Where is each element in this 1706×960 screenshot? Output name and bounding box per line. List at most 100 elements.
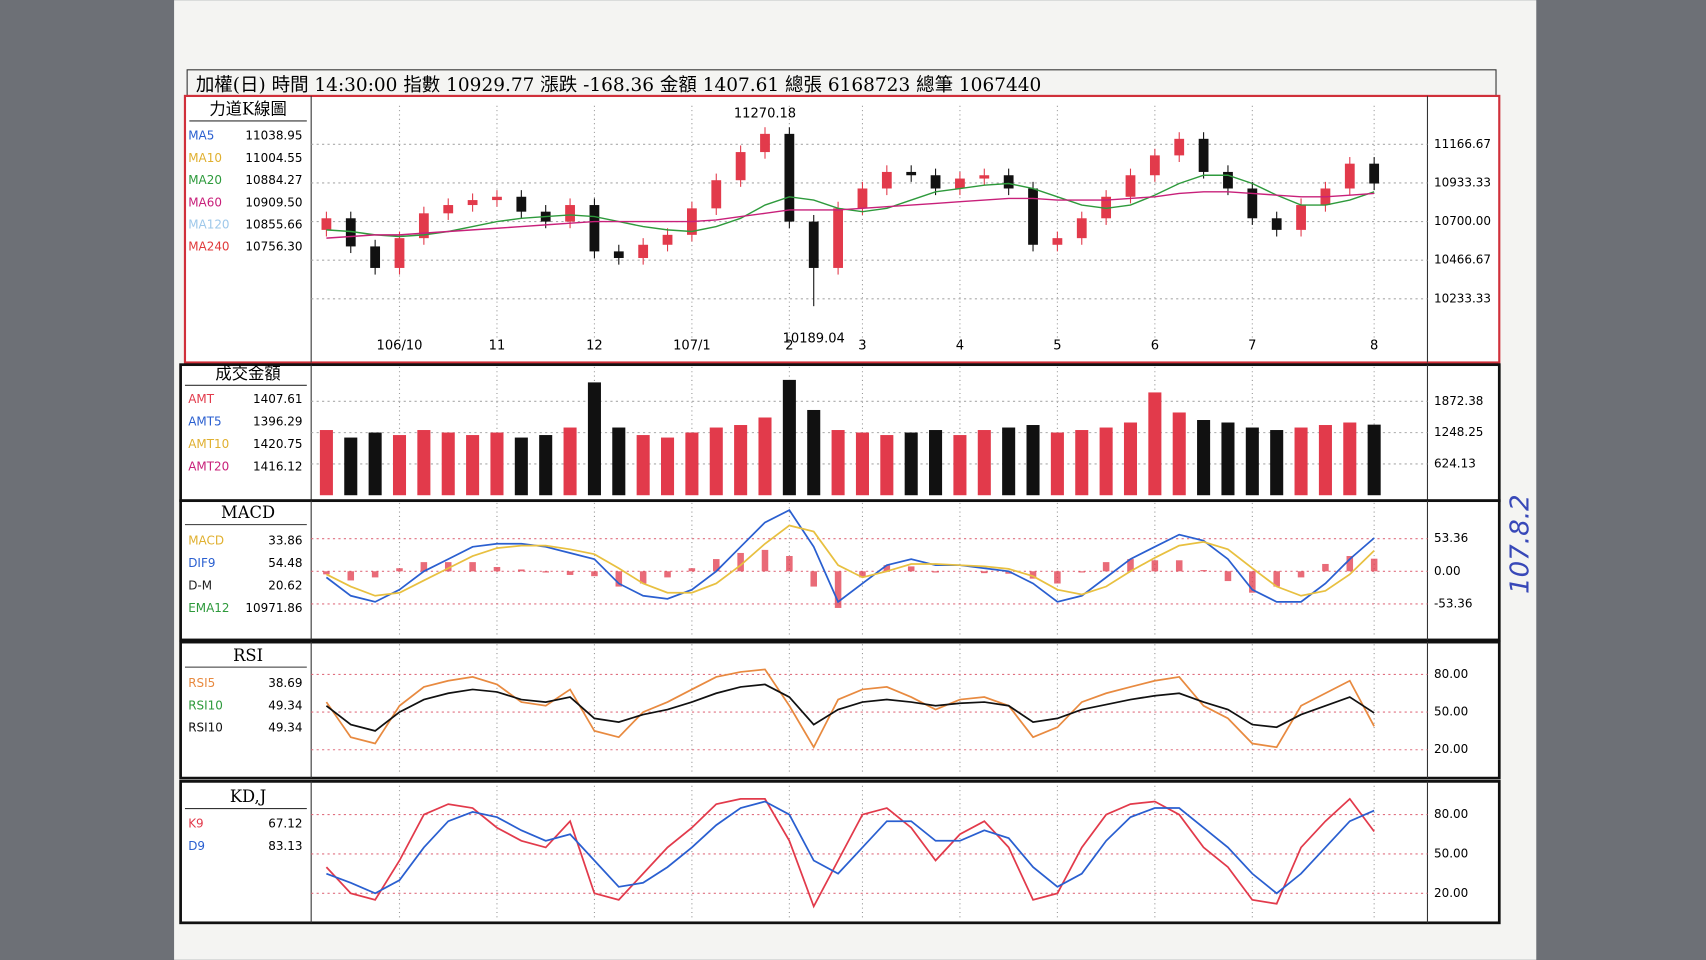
y-tick-label: 10233.33 bbox=[1434, 291, 1491, 305]
panel-frame bbox=[179, 499, 1501, 642]
indicator-line bbox=[325, 797, 1375, 909]
legend-name: D-M bbox=[188, 578, 212, 592]
candle-body bbox=[711, 180, 722, 209]
candle-body bbox=[370, 246, 381, 268]
osc-bar bbox=[1273, 571, 1280, 587]
candle-body bbox=[1247, 188, 1258, 219]
osc-bar bbox=[639, 571, 647, 584]
handwritten-note: 107.8.2 bbox=[1506, 494, 1536, 594]
legend-name: MA20 bbox=[188, 173, 222, 187]
legend-name: MA5 bbox=[188, 129, 214, 143]
y-tick-label: 50.00 bbox=[1434, 846, 1468, 860]
osc-bar bbox=[1224, 571, 1232, 582]
legend-name: MA10 bbox=[188, 151, 222, 165]
osc-bar bbox=[1322, 563, 1329, 572]
osc-bar bbox=[1297, 571, 1305, 578]
amount-bar bbox=[514, 437, 528, 496]
y-tick-label: 11166.67 bbox=[1434, 137, 1491, 151]
amount-bar bbox=[1075, 430, 1089, 496]
panel-title: 成交金額 bbox=[215, 364, 280, 383]
osc-bar bbox=[420, 562, 428, 572]
y-tick-label: 80.00 bbox=[1434, 667, 1468, 681]
legend-value: 20.62 bbox=[268, 578, 302, 592]
osc-bar bbox=[981, 571, 988, 574]
legend-name: AMT20 bbox=[188, 460, 229, 474]
legend-name: MA120 bbox=[188, 217, 229, 231]
legend-name: DIF9 bbox=[188, 556, 215, 570]
osc-bar bbox=[688, 568, 696, 572]
low-label: 10189.04 bbox=[783, 331, 845, 346]
osc-bar bbox=[518, 569, 525, 572]
osc-bar bbox=[1175, 560, 1183, 572]
osc-bar bbox=[1346, 556, 1354, 572]
candle-body bbox=[1344, 163, 1355, 189]
amount-bar bbox=[1197, 420, 1211, 496]
osc-bar bbox=[396, 568, 403, 572]
candle-body bbox=[662, 234, 673, 245]
amount-bar bbox=[807, 409, 821, 496]
amount-bar bbox=[392, 435, 407, 496]
osc-bar bbox=[444, 562, 452, 572]
legend-value: 10971.86 bbox=[245, 601, 302, 615]
x-tick-label: 12 bbox=[586, 339, 603, 354]
amount-bar bbox=[1318, 425, 1332, 496]
legend-value: 10909.50 bbox=[245, 195, 302, 209]
y-tick-label: 53.36 bbox=[1434, 531, 1468, 545]
candle-body bbox=[1198, 138, 1209, 172]
legend-value: 67.12 bbox=[268, 816, 302, 830]
amount-bar bbox=[417, 430, 431, 496]
amount-bar bbox=[758, 417, 772, 496]
y-tick-label: 624.13 bbox=[1434, 456, 1476, 470]
y-tick-label: 20.00 bbox=[1434, 742, 1468, 756]
legend-name: AMT5 bbox=[188, 415, 221, 429]
candle-body bbox=[1052, 238, 1063, 245]
candle-body bbox=[784, 133, 795, 222]
osc-bar bbox=[615, 571, 623, 587]
candle-body bbox=[930, 175, 941, 189]
candle-body bbox=[589, 205, 600, 252]
legend-name: K9 bbox=[188, 816, 203, 830]
candle-body bbox=[1149, 155, 1160, 176]
osc-bar bbox=[1005, 571, 1012, 574]
legend-name: MACD bbox=[188, 533, 224, 547]
y-tick-label: 80.00 bbox=[1434, 807, 1468, 821]
x-tick-label: 7 bbox=[1248, 339, 1256, 354]
legend-value: 10884.27 bbox=[245, 173, 302, 187]
legend-value: 11038.95 bbox=[245, 129, 302, 143]
candle-body bbox=[906, 171, 917, 176]
candle-body bbox=[492, 196, 502, 201]
osc-bar bbox=[347, 571, 355, 581]
osc-bar bbox=[1370, 558, 1378, 572]
y-tick-label: 1248.25 bbox=[1434, 425, 1483, 439]
candle-body bbox=[345, 218, 356, 247]
legend-value: 1420.75 bbox=[253, 437, 302, 451]
osc-bar bbox=[1249, 571, 1256, 593]
osc-bar bbox=[469, 562, 476, 572]
candle-body bbox=[467, 200, 478, 206]
ma-line bbox=[326, 191, 1375, 239]
candle-body bbox=[881, 171, 892, 189]
legend-value: 1396.29 bbox=[253, 415, 302, 429]
y-tick-label: 10466.67 bbox=[1434, 253, 1491, 267]
candle-body bbox=[760, 133, 770, 153]
amount-bar bbox=[685, 432, 699, 496]
candle-body bbox=[833, 208, 843, 268]
candle-body bbox=[1003, 175, 1014, 189]
panel-title: MACD bbox=[221, 503, 275, 522]
osc-bar bbox=[761, 549, 769, 572]
candle-body bbox=[516, 196, 527, 212]
candle-body bbox=[1174, 138, 1185, 156]
legend-name: D9 bbox=[188, 839, 205, 853]
y-tick-label: 0.00 bbox=[1434, 564, 1461, 578]
osc-bar bbox=[1102, 562, 1110, 572]
candle-body bbox=[955, 178, 965, 189]
osc-bar bbox=[907, 566, 915, 572]
amount-bar bbox=[368, 432, 382, 496]
osc-bar bbox=[1029, 571, 1037, 579]
amount-bar bbox=[1099, 427, 1113, 496]
osc-bar bbox=[371, 571, 379, 578]
indicator-line bbox=[326, 800, 1375, 895]
osc-bar bbox=[713, 559, 720, 572]
legend-name: EMA12 bbox=[188, 601, 229, 615]
